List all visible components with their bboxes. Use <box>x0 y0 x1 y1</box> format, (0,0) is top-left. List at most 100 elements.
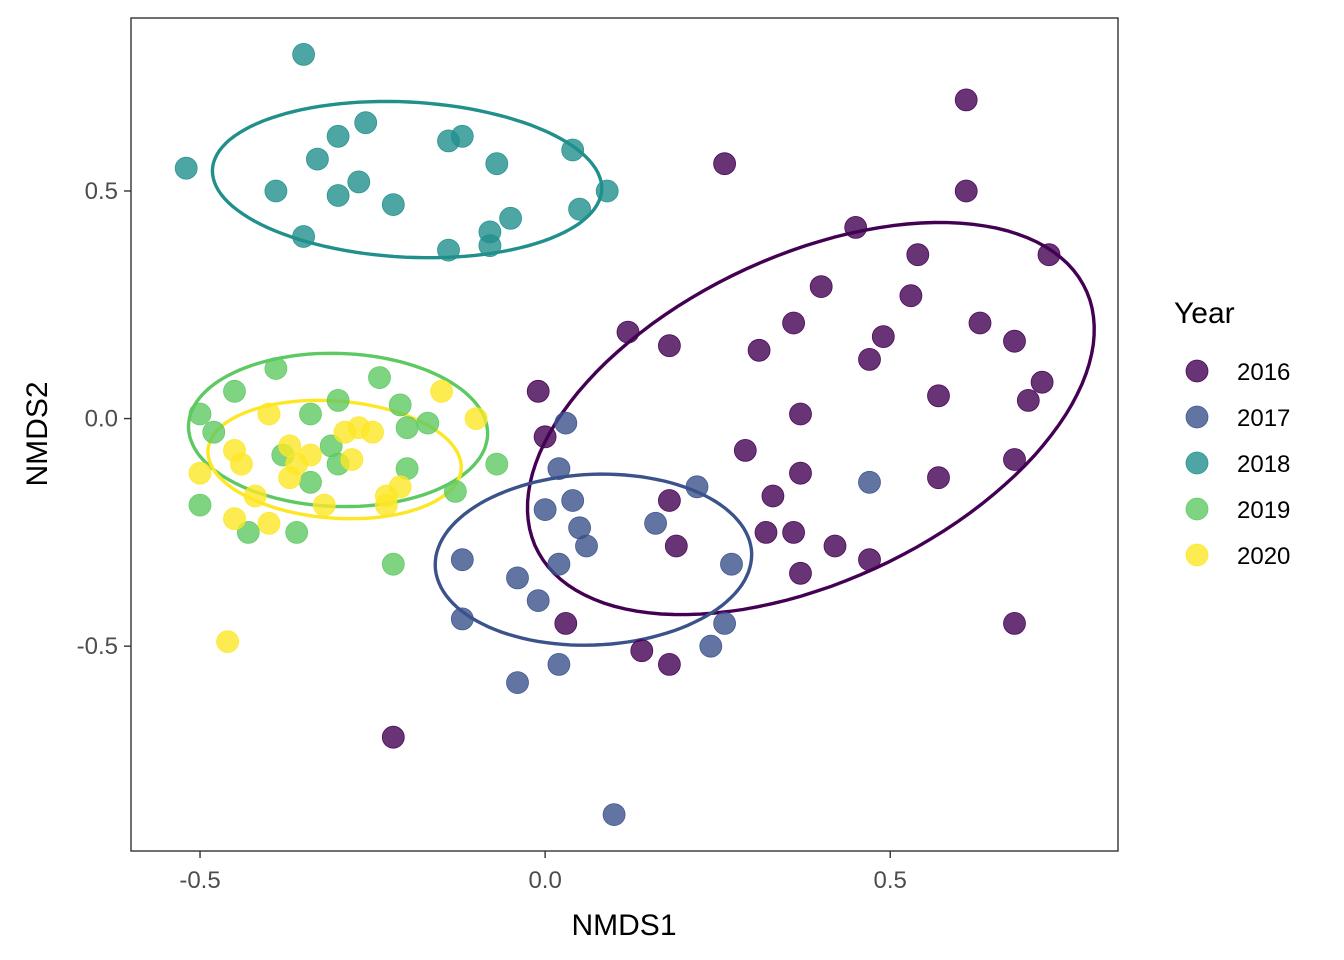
point-2019 <box>485 452 509 476</box>
legend-key-2017 <box>1185 405 1209 429</box>
point-2016 <box>554 612 578 635</box>
point-2020 <box>278 466 302 490</box>
point-2018 <box>478 234 502 258</box>
point-2016 <box>844 215 868 239</box>
x-tick-label: 0.0 <box>528 867 561 894</box>
point-2017 <box>547 653 571 676</box>
legend-key-2020 <box>1185 543 1209 567</box>
ellipse-2017 <box>433 472 754 647</box>
point-2018 <box>485 152 509 176</box>
point-2018 <box>174 156 198 180</box>
point-2016 <box>809 275 833 299</box>
legend-key-2018 <box>1185 451 1209 475</box>
x-axis-title: NMDS1 <box>571 909 676 942</box>
point-2019 <box>236 521 260 544</box>
legend-key-2016 <box>1185 359 1209 383</box>
point-2020 <box>374 493 398 517</box>
point-2016 <box>954 88 978 112</box>
point-2019 <box>264 357 288 380</box>
point-2020 <box>229 452 253 476</box>
point-2017 <box>561 489 585 512</box>
point-2019 <box>285 521 309 544</box>
point-2017 <box>547 457 571 481</box>
point-2019 <box>381 552 405 576</box>
point-2016 <box>823 534 847 558</box>
point-2020 <box>312 493 336 517</box>
point-2019 <box>395 416 419 440</box>
point-2017 <box>713 612 736 635</box>
confidence-ellipses <box>186 99 1096 647</box>
point-2020 <box>257 511 281 535</box>
point-2019 <box>299 470 322 494</box>
point-2019 <box>368 366 391 390</box>
point-2020 <box>340 448 364 471</box>
point-2019 <box>416 411 440 435</box>
point-2020 <box>223 507 246 531</box>
point-2020 <box>188 461 212 485</box>
legend-label-2018: 2018 <box>1237 451 1290 478</box>
point-2018 <box>305 147 329 171</box>
point-2018 <box>326 184 350 207</box>
point-2019 <box>202 420 226 444</box>
point-2016 <box>899 284 923 308</box>
point-2016 <box>658 334 681 358</box>
point-2016 <box>782 311 805 335</box>
point-2020 <box>464 407 488 431</box>
point-2016 <box>713 152 736 176</box>
legend-key-2019 <box>1185 497 1209 521</box>
point-2016 <box>1003 329 1026 353</box>
point-2017 <box>699 634 723 658</box>
point-2018 <box>292 225 316 248</box>
point-2016 <box>1003 612 1026 635</box>
point-2020 <box>216 630 240 653</box>
point-2020 <box>243 484 267 508</box>
point-2016 <box>1016 388 1040 412</box>
point-2016 <box>858 548 881 572</box>
x-tick-label: 0.5 <box>874 867 907 894</box>
point-2019 <box>388 393 412 417</box>
point-2018 <box>326 124 350 148</box>
point-2016 <box>658 489 681 512</box>
point-2016 <box>1030 370 1054 394</box>
point-2017 <box>547 552 571 576</box>
point-2018 <box>499 206 523 230</box>
point-2017 <box>506 671 529 694</box>
point-2016 <box>616 320 640 344</box>
point-2016 <box>526 379 550 403</box>
point-2020 <box>257 402 281 426</box>
point-2016 <box>1037 243 1061 267</box>
point-2016 <box>858 347 881 371</box>
y-axis: -0.5 0.0 0.5 <box>77 178 131 660</box>
point-2020 <box>361 420 385 444</box>
point-2018 <box>292 43 316 66</box>
point-2016 <box>954 179 978 203</box>
x-axis: -0.5 0.0 0.5 <box>179 851 907 894</box>
point-2016 <box>658 653 681 676</box>
point-2017 <box>720 552 743 576</box>
point-2016 <box>927 384 950 408</box>
point-2017 <box>685 475 709 499</box>
point-2019 <box>188 402 212 426</box>
point-2017 <box>450 607 474 631</box>
legend-label-2017: 2017 <box>1237 405 1290 432</box>
point-2016 <box>906 243 930 267</box>
point-2016 <box>871 325 895 349</box>
point-2019 <box>443 479 467 503</box>
legend-label-2019: 2019 <box>1237 497 1290 524</box>
point-2017 <box>526 589 550 612</box>
point-2016 <box>968 311 992 335</box>
point-2016 <box>664 534 688 558</box>
point-2016 <box>789 461 812 485</box>
y-tick-label: -0.5 <box>77 633 118 660</box>
point-2018 <box>347 170 371 194</box>
point-2016 <box>630 639 654 663</box>
point-2017 <box>858 470 881 494</box>
point-2016 <box>747 338 771 362</box>
point-2018 <box>437 238 460 262</box>
point-2019 <box>299 402 322 426</box>
point-2017 <box>575 534 598 558</box>
point-2017 <box>506 566 529 590</box>
y-tick-label: 0.0 <box>85 406 118 433</box>
point-2018 <box>595 179 619 203</box>
